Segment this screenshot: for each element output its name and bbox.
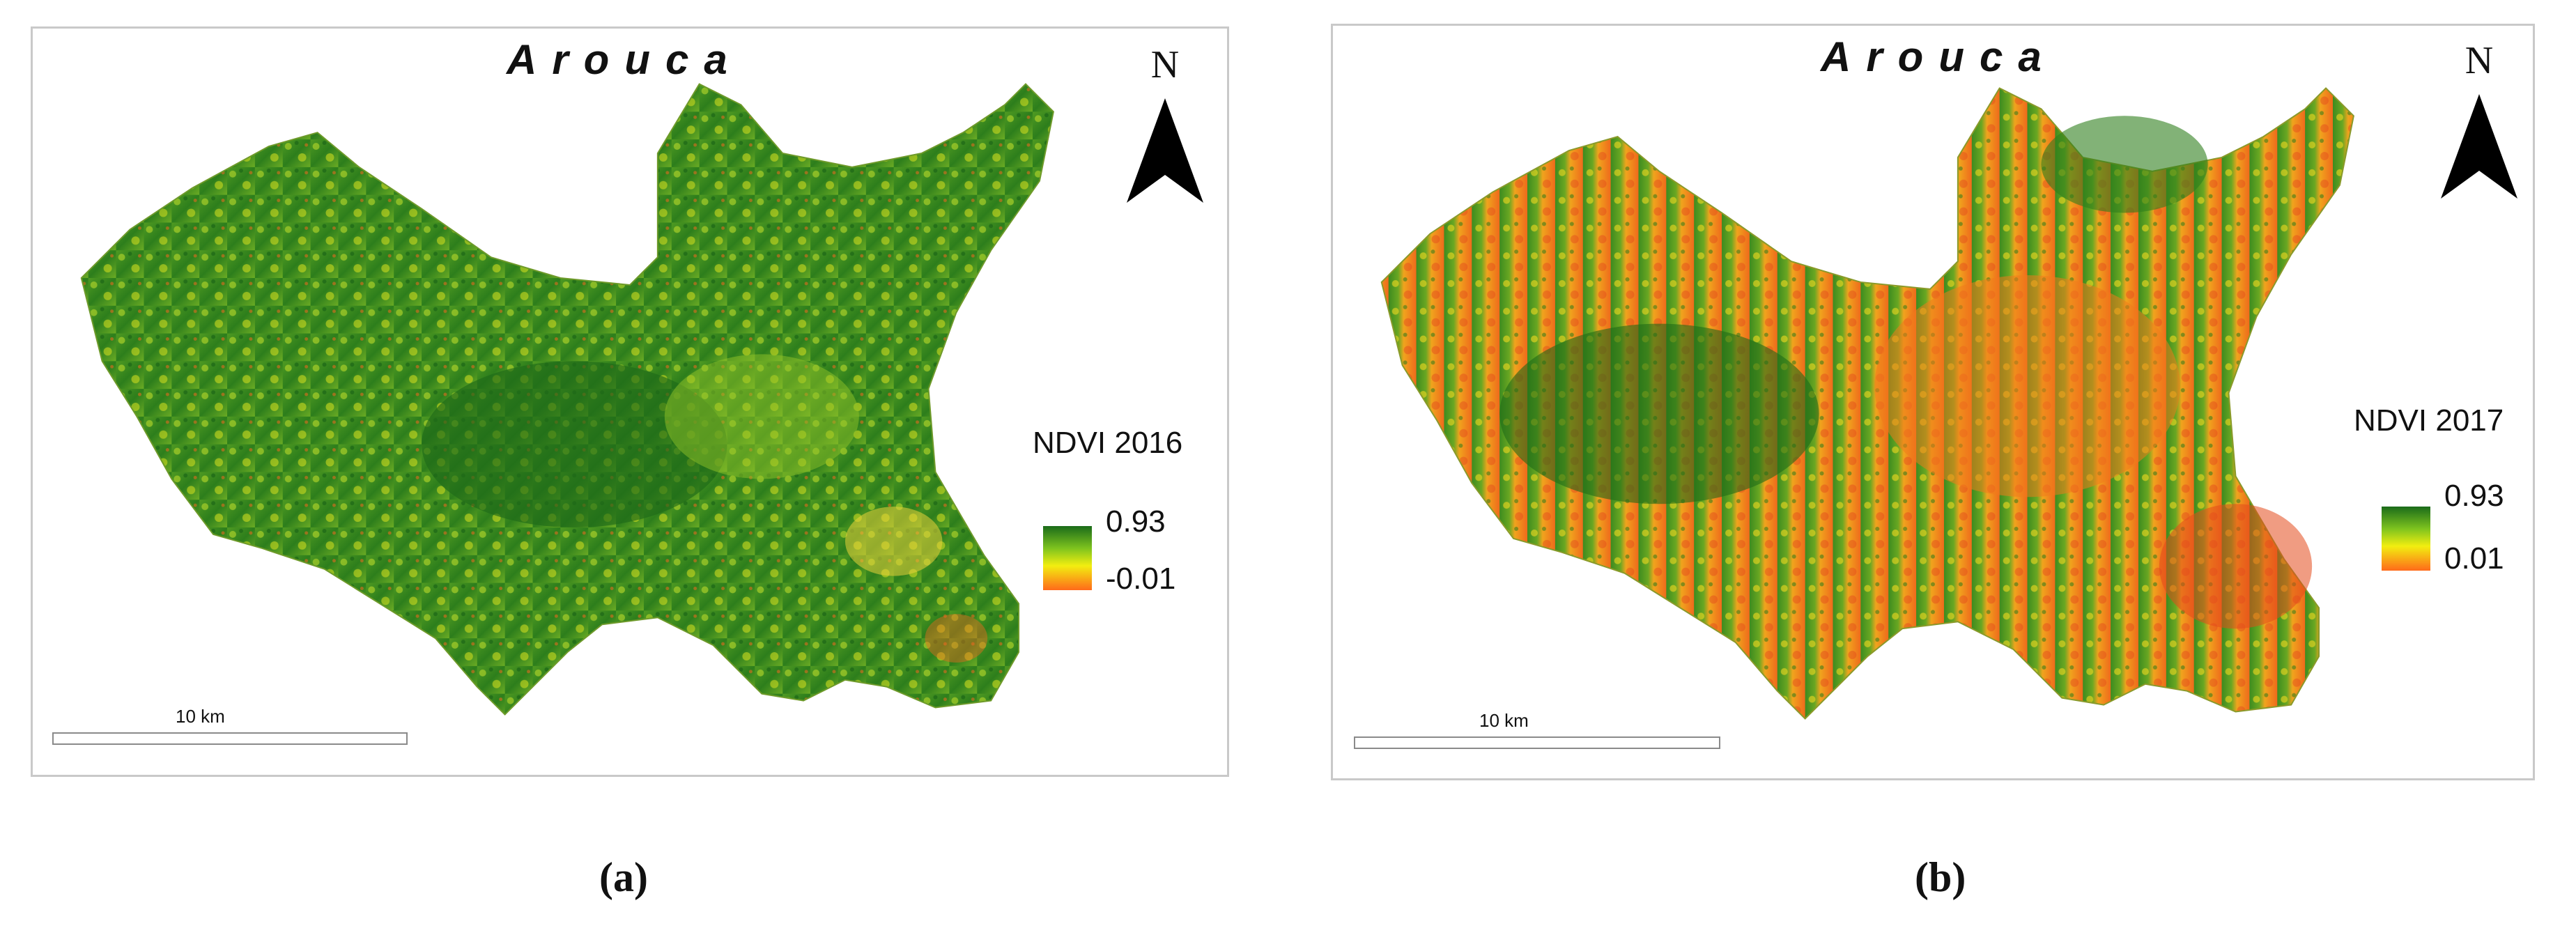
sparse-vegetation-patch — [844, 507, 943, 576]
low-ndvi-patch — [925, 614, 988, 663]
legend-min-value: -0.01 — [1106, 562, 1176, 596]
north-arrow: N — [2441, 38, 2517, 199]
mixed-vegetation-patch — [664, 354, 859, 479]
legend-color-ramp — [2382, 507, 2430, 571]
low-ndvi-patch — [2159, 504, 2313, 629]
map-title: Arouca — [1821, 33, 2057, 80]
map-title: Arouca — [507, 36, 743, 83]
legend-max-value: 0.93 — [1106, 504, 1166, 539]
scale-bar — [1354, 736, 1720, 749]
northern-forest-patch — [2041, 116, 2208, 213]
dense-forest-patch — [422, 361, 727, 527]
ndvi-map-2017 — [1380, 87, 2354, 720]
north-arrow: N — [1127, 43, 1203, 203]
map-panel-2017: Arouca N NDVI 2017 0.93 0.01 10 km — [1331, 24, 2535, 780]
north-label: N — [1150, 43, 1180, 86]
north-label: N — [2465, 39, 2494, 82]
map-panel-2016: Arouca N NDVI 2016 0.93 -0.01 10 km — [31, 26, 1229, 777]
scale-label: 10 km — [176, 706, 225, 727]
north-arrow-icon — [1127, 98, 1203, 203]
legend-max-value: 0.93 — [2444, 479, 2504, 513]
dense-forest-patch — [1499, 323, 1819, 504]
legend-min-value: 0.01 — [2444, 541, 2504, 576]
scale-bar — [52, 732, 408, 745]
legend-color-ramp — [1043, 526, 1092, 590]
legend-title: NDVI 2017 — [2354, 403, 2504, 438]
ndvi-map-2016 — [80, 83, 1054, 716]
scale-label: 10 km — [1479, 710, 1529, 731]
arouca-region-2017 — [1380, 87, 2354, 720]
caption-a: (a) — [599, 854, 648, 900]
caption-b: (b) — [1915, 854, 1966, 900]
burned-area-patch — [1874, 275, 2180, 497]
north-arrow-icon — [2441, 94, 2517, 199]
legend-title: NDVI 2016 — [1033, 426, 1183, 460]
